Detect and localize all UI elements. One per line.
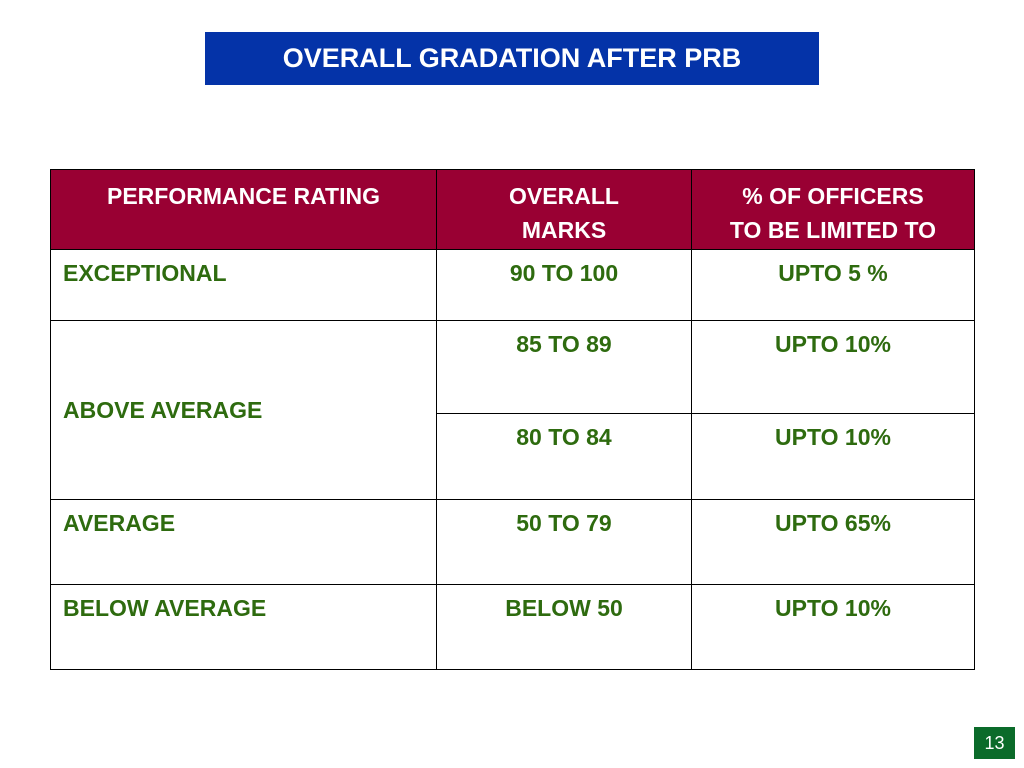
rating-cell: ABOVE AVERAGE	[50, 320, 437, 500]
header-percent-officers-line2: TO BE LIMITED TO	[729, 217, 937, 243]
header-overall-marks-line1: OVERALL	[509, 183, 619, 209]
table-row: EXCEPTIONAL 90 TO 100 UPTO 5 %	[50, 249, 975, 321]
gradation-table: PERFORMANCE RATING OVERALL MARKS % OF OF…	[50, 169, 975, 670]
header-performance-rating-label: PERFORMANCE RATING	[106, 183, 380, 209]
header-percent-officers: % OF OFFICERS TO BE LIMITED TO	[691, 169, 975, 250]
table-header-row: PERFORMANCE RATING OVERALL MARKS % OF OF…	[50, 169, 975, 250]
header-overall-marks-line2: MARKS	[521, 217, 607, 243]
percent-cell: UPTO 65%	[691, 499, 975, 585]
marks-cell: 50 TO 79	[436, 499, 692, 585]
header-overall-marks: OVERALL MARKS	[436, 169, 692, 250]
percent-cell: UPTO 10%	[691, 320, 975, 414]
table-row: 80 TO 84 UPTO 10%	[51, 413, 975, 500]
header-performance-rating: PERFORMANCE RATING	[50, 169, 437, 250]
page-number: 13	[974, 727, 1015, 759]
marks-cell: 90 TO 100	[436, 249, 692, 321]
percent-cell: UPTO 10%	[691, 584, 975, 670]
rating-cell: EXCEPTIONAL	[50, 249, 437, 321]
percent-cell: UPTO 5 %	[691, 249, 975, 321]
percent-cell: UPTO 10%	[691, 413, 975, 500]
header-percent-officers-line1: % OF OFFICERS	[742, 183, 924, 209]
rating-cell: AVERAGE	[50, 499, 437, 585]
marks-cell: 85 TO 89	[436, 320, 692, 414]
marks-cell: 80 TO 84	[436, 413, 692, 500]
slide-title: OVERALL GRADATION AFTER PRB	[205, 32, 819, 85]
table-row: AVERAGE 50 TO 79 UPTO 65%	[50, 499, 975, 585]
rating-cell: BELOW AVERAGE	[50, 584, 437, 670]
table-row: BELOW AVERAGE BELOW 50 UPTO 10%	[50, 584, 975, 670]
marks-cell: BELOW 50	[436, 584, 692, 670]
table-row: ABOVE AVERAGE 85 TO 89 UPTO 10%	[50, 320, 975, 500]
